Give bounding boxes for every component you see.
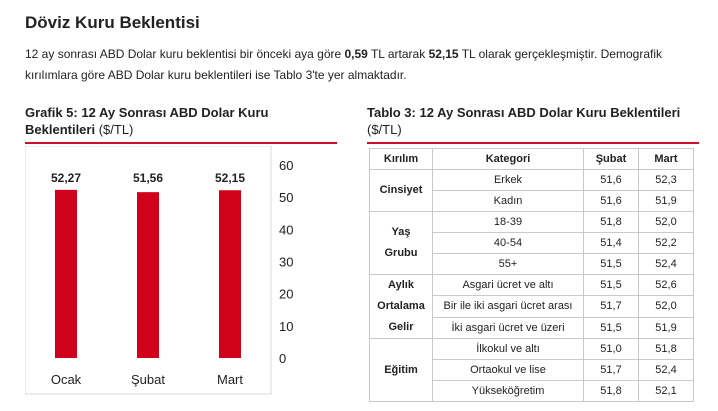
group-label: Eğitim (369, 338, 433, 402)
mart-value-cell: 52,6 (638, 273, 694, 297)
x-tick-label: Ocak (51, 372, 82, 387)
x-tick-label: Şubat (131, 372, 165, 387)
y-tick-label: 10 (279, 319, 293, 334)
mart-value-cell: 52,1 (638, 380, 694, 402)
x-tick-label: Mart (217, 372, 243, 387)
bar-chart: 52,27 Ocak 51,56 Şubat 52,15 Mart 0 10 20 30 40 50… (25, 146, 293, 395)
bars-layer: 52,27 Ocak 51,56 Şubat 52,15 Mart (51, 171, 246, 387)
table-title-unit: ($/TL) (367, 122, 402, 137)
chart-title-bold: Grafik 5: 12 Ay Sonrası ABD Dolar Kuru B… (25, 105, 269, 137)
category-cell: Bir ile iki asgari ücret arası (432, 295, 584, 318)
table-row: İki asgari ücret ve üzeri 51,5 51,9 (370, 316, 694, 340)
plot-area-frame (25, 146, 272, 395)
mart-value-cell: 51,8 (638, 338, 694, 360)
bar-3 (219, 190, 241, 358)
chart-title-unit: ($/TL) (95, 122, 134, 137)
expectations-table: Kırılım Kategori Şubat Mart Cinsiyet Erke… (369, 148, 694, 402)
subat-value-cell: 51,7 (583, 295, 639, 318)
subat-value-cell: 51,6 (583, 169, 639, 191)
bar-value-label: 52,27 (51, 171, 81, 185)
group-label-line: Ortalama (377, 300, 425, 312)
table-row: Kadın 51,6 51,9 (370, 190, 694, 212)
category-cell: İki asgari ücret ve üzeri (432, 316, 584, 340)
intro-prefix: 12 ay sonrası ABD Dolar kuru beklentisi … (25, 47, 345, 61)
bar-value-label: 51,56 (133, 171, 163, 185)
group-label: Aylık Ortalama Gelir (369, 274, 433, 339)
subat-value-cell: 51,5 (583, 253, 639, 275)
category-cell: Erkek (432, 169, 584, 191)
mart-value-cell: 52,4 (638, 253, 694, 275)
subat-value-cell: 51,7 (583, 359, 639, 381)
category-cell: İlkokul ve altı (432, 338, 584, 360)
group-label-line: Eğitim (384, 363, 418, 376)
mart-value-cell: 51,9 (638, 316, 694, 340)
mart-value-cell: 52,2 (638, 232, 694, 254)
mart-value-cell: 52,4 (638, 359, 694, 381)
y-tick-label: 30 (279, 255, 293, 270)
intro-paragraph: 12 ay sonrası ABD Dolar kuru beklentisi … (25, 44, 705, 86)
mart-value-cell: 51,9 (638, 190, 694, 212)
group-label: Yaş Grubu (369, 211, 433, 275)
intro-change-value: 0,59 (344, 47, 368, 61)
bar-1 (55, 189, 77, 358)
category-cell: Yükseköğretim (432, 380, 584, 402)
table-body: Cinsiyet Erkek 51,6 52,3 Kadın 51,6 51,9 Yaş Gru… (369, 169, 694, 402)
table-row: Eğitim İlkokul ve altı 51,0 51,8 (369, 338, 694, 402)
category-cell: Asgari ücret ve altı (432, 273, 584, 297)
page-title: Döviz Kuru Beklentisi (25, 13, 200, 32)
group-label-line: Cinsiyet (379, 184, 423, 196)
header-subat: Şubat (583, 148, 639, 170)
header-kategori: Kategori (432, 148, 584, 170)
category-cell: 18-39 (432, 211, 584, 233)
y-tick-label: 50 (279, 190, 293, 205)
group-label-line: Grubu (384, 247, 418, 259)
category-cell: Ortaokul ve lise (432, 359, 584, 381)
header-mart: Mart (638, 148, 694, 170)
table-title: Tablo 3: 12 Ay Sonrası ABD Dolar Kuru Be… (367, 104, 697, 138)
table-row: 55+ 51,5 52,4 (370, 253, 694, 275)
mart-value-cell: 52,0 (638, 211, 694, 233)
table-row: Yükseköğretim 51,8 52,1 (370, 380, 694, 402)
bar-2 (137, 192, 159, 358)
bar-value-label: 52,15 (215, 171, 245, 185)
table-row: Cinsiyet Erkek 51,6 52,3 (369, 169, 694, 212)
category-cell: 55+ (432, 253, 584, 275)
group-label-line: Gelir (388, 321, 414, 333)
mart-value-cell: 52,3 (638, 169, 694, 191)
subat-value-cell: 51,8 (583, 211, 639, 233)
subat-value-cell: 51,5 (583, 316, 639, 340)
table-header-row: Kırılım Kategori Şubat Mart (369, 148, 694, 170)
mart-value-cell: 52,0 (638, 295, 694, 318)
table-row: Aylık Ortalama Gelir Asgari ücret ve altı 51… (369, 273, 694, 339)
intro-level-value: 52,15 (428, 47, 459, 61)
table-title-rule (367, 142, 699, 144)
category-cell: Kadın (432, 190, 584, 212)
chart-title-rule (25, 142, 337, 144)
table-row: 40-54 51,4 52,2 (370, 232, 694, 254)
subat-value-cell: 51,4 (583, 232, 639, 254)
intro-suffix: TL olarak gerçekleşmiştir. Demografik kı… (25, 47, 662, 82)
group-label: Cinsiyet (369, 169, 433, 212)
table-row: Yaş Grubu 18-39 51,8 52,0 (369, 211, 694, 275)
category-cell: 40-54 (432, 232, 584, 254)
group-label-line: Yaş (391, 226, 411, 238)
group-label-line: Aylık (388, 279, 414, 291)
y-ticks-layer: 0 10 20 30 40 50 60 (279, 158, 293, 366)
y-tick-label: 40 (279, 222, 293, 237)
chart-title: Grafik 5: 12 Ay Sonrası ABD Dolar Kuru B… (25, 104, 325, 138)
table-title-bold: Tablo 3: 12 Ay Sonrası ABD Dolar Kuru Be… (367, 105, 681, 120)
y-tick-label: 0 (279, 351, 286, 366)
y-tick-label: 20 (279, 287, 293, 302)
y-tick-label: 60 (279, 158, 293, 173)
intro-mid: TL artarak (367, 47, 429, 61)
subat-value-cell: 51,8 (583, 380, 639, 402)
subat-value-cell: 51,0 (583, 338, 639, 360)
subat-value-cell: 51,6 (583, 190, 639, 212)
subat-value-cell: 51,5 (583, 273, 639, 297)
header-kirilim: Kırılım (369, 148, 433, 170)
